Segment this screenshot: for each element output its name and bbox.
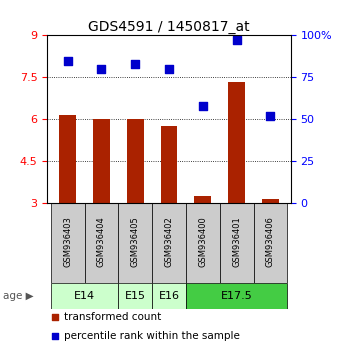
- Text: E14: E14: [74, 291, 95, 301]
- Bar: [59, 115, 76, 204]
- Text: E17.5: E17.5: [221, 291, 252, 301]
- Bar: [51, 284, 118, 309]
- Point: [52, 314, 57, 320]
- Point: [132, 61, 138, 67]
- Point: [52, 333, 57, 339]
- Text: transformed count: transformed count: [64, 312, 162, 322]
- Bar: [118, 204, 152, 284]
- Bar: [254, 204, 287, 284]
- Bar: [161, 126, 177, 204]
- Bar: [84, 204, 118, 284]
- Bar: [220, 204, 254, 284]
- Bar: [152, 284, 186, 309]
- Point: [234, 38, 239, 43]
- Bar: [186, 284, 287, 309]
- Text: age ▶: age ▶: [3, 291, 34, 301]
- Bar: [51, 204, 84, 284]
- Point: [99, 66, 104, 72]
- Bar: [127, 119, 144, 204]
- Bar: [186, 204, 220, 284]
- Bar: [228, 81, 245, 204]
- Bar: [118, 284, 152, 309]
- Point: [268, 113, 273, 119]
- Point: [166, 66, 172, 72]
- Point: [200, 103, 206, 109]
- Text: GSM936400: GSM936400: [198, 216, 207, 267]
- Bar: [152, 204, 186, 284]
- Text: GSM936403: GSM936403: [63, 216, 72, 267]
- Text: GSM936401: GSM936401: [232, 216, 241, 267]
- Bar: [93, 119, 110, 204]
- Text: percentile rank within the sample: percentile rank within the sample: [64, 331, 240, 341]
- Point: [65, 58, 70, 63]
- Bar: [262, 199, 279, 204]
- Text: E15: E15: [125, 291, 146, 301]
- Text: GSM936402: GSM936402: [165, 216, 173, 267]
- Text: GSM936404: GSM936404: [97, 216, 106, 267]
- Text: E16: E16: [159, 291, 179, 301]
- Text: GSM936405: GSM936405: [131, 216, 140, 267]
- Text: GSM936406: GSM936406: [266, 216, 275, 267]
- Bar: [194, 196, 211, 204]
- Title: GDS4591 / 1450817_at: GDS4591 / 1450817_at: [88, 21, 250, 34]
